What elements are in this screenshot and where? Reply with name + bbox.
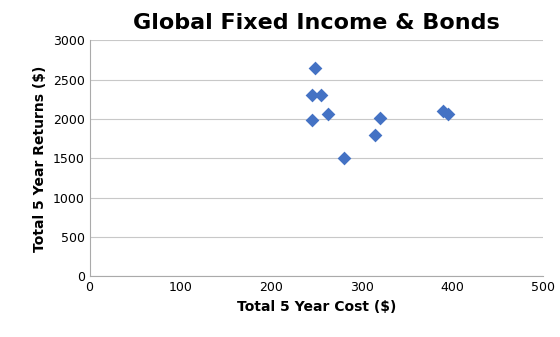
Point xyxy=(324,111,333,116)
X-axis label: Total 5 Year Cost ($): Total 5 Year Cost ($) xyxy=(237,300,396,314)
Title: Global Fixed Income & Bonds: Global Fixed Income & Bonds xyxy=(133,13,500,33)
Point xyxy=(307,93,316,98)
Point xyxy=(307,117,316,123)
Point xyxy=(316,93,325,98)
Point xyxy=(339,156,348,161)
Point xyxy=(439,109,448,114)
Point xyxy=(375,116,384,121)
Point xyxy=(310,65,319,71)
Y-axis label: Total 5 Year Returns ($): Total 5 Year Returns ($) xyxy=(33,65,47,252)
Point xyxy=(444,111,452,116)
Point xyxy=(371,132,380,137)
